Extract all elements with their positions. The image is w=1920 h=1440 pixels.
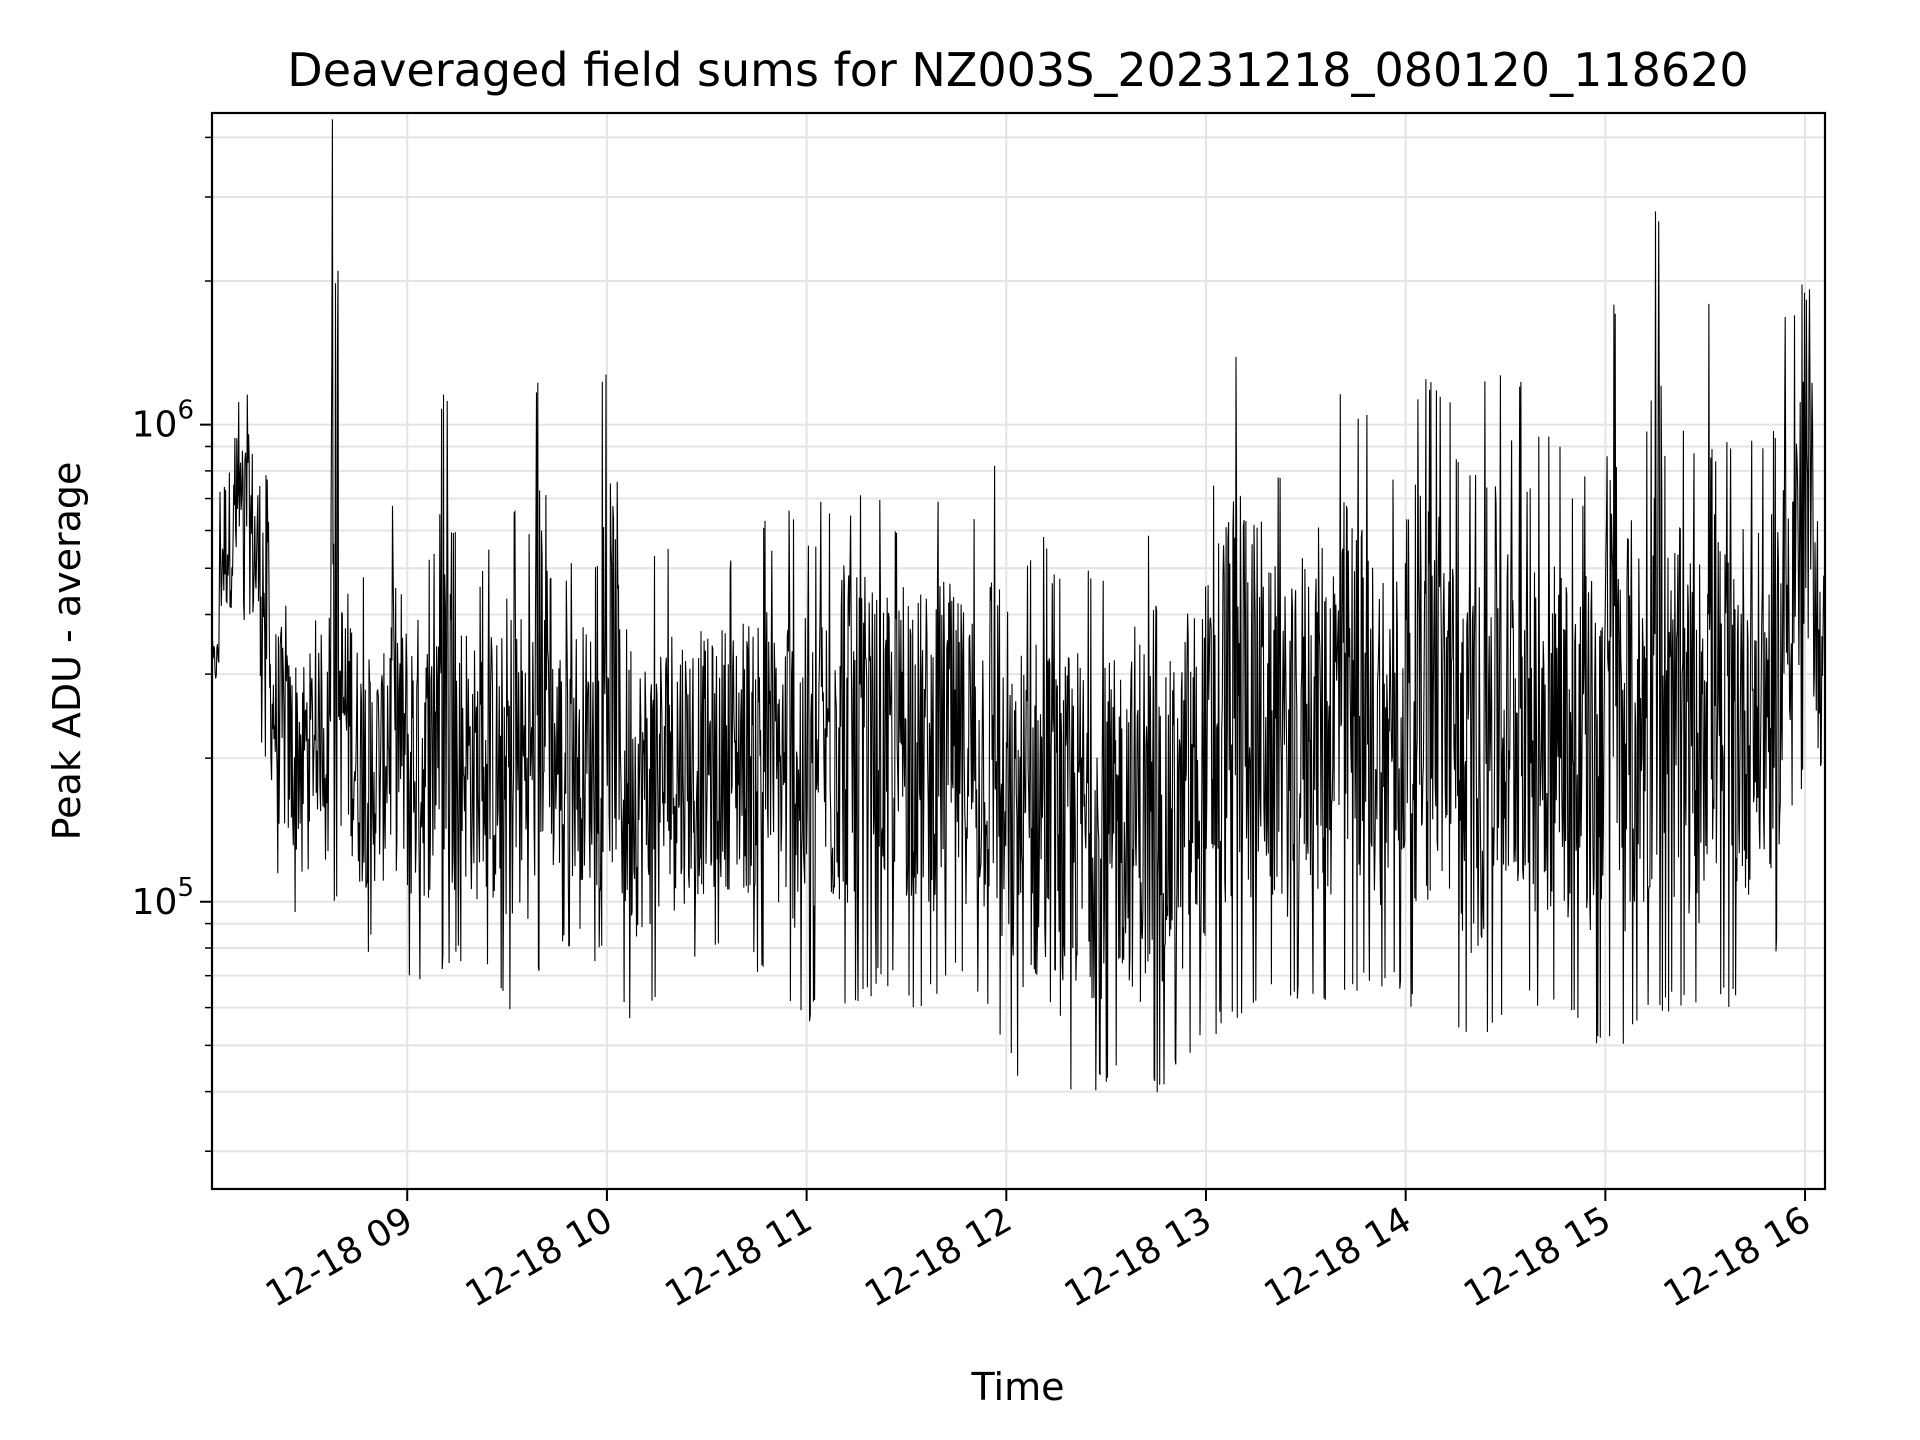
x-tick-label: 12-18 12	[858, 1199, 1019, 1315]
x-tick-label: 12-18 10	[459, 1199, 620, 1315]
x-tick-label: 12-18 16	[1657, 1199, 1818, 1315]
y-axis-label: Peak ADU - average	[45, 462, 89, 841]
x-tick-label: 12-18 11	[658, 1199, 819, 1315]
y-axis: 105 106	[132, 136, 212, 1152]
x-axis: 12-18 09 12-18 10 12-18 11 12-18 12 12-18 13…	[259, 1189, 1818, 1316]
data-line	[211, 119, 1826, 1093]
x-tick-label: 12-18 13	[1058, 1199, 1219, 1315]
plot-frame	[210, 111, 1827, 1191]
series-line	[211, 119, 1826, 1093]
chart-title: Deaveraged field sums for NZ003S_2023121…	[287, 43, 1748, 97]
x-axis-label: Time	[971, 1365, 1065, 1409]
x-tick-label: 12-18 09	[259, 1199, 420, 1315]
x-tick-label: 12-18 14	[1257, 1199, 1418, 1315]
x-tick-label: 12-18 15	[1457, 1199, 1618, 1315]
y-tick-label: 105	[132, 873, 194, 923]
y-tick-label: 106	[132, 396, 194, 446]
